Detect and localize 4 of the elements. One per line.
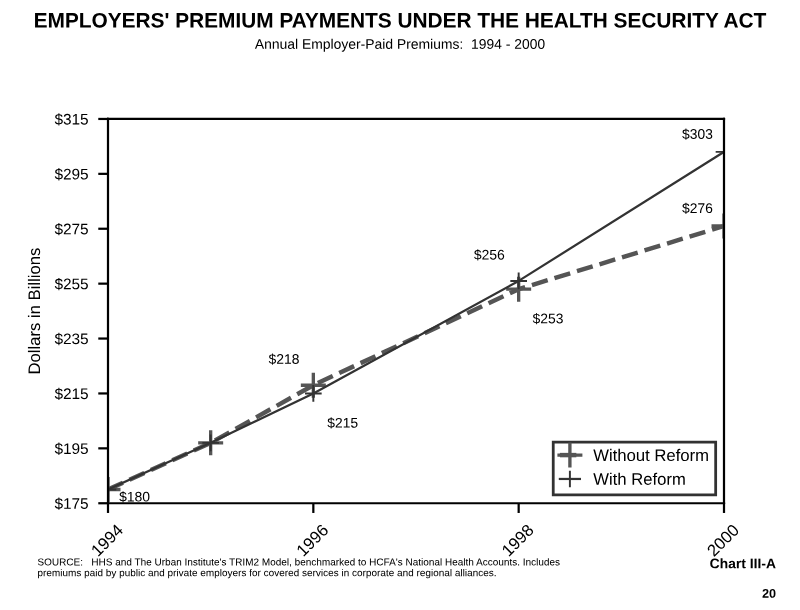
chart-title: EMPLOYERS' PREMIUM PAYMENTS UNDER THE HEALTH SECURITY ACT <box>35 12 767 28</box>
legend-label: With Reform <box>593 472 685 485</box>
y-axis-title: Dollars in Billions <box>27 248 41 374</box>
legend-label: Without Reform <box>593 448 708 462</box>
